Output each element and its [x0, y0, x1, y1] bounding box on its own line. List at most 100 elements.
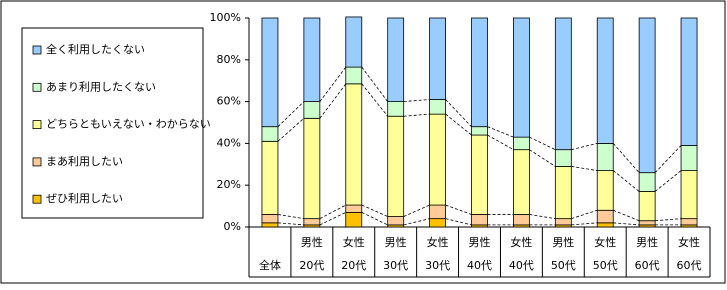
bar-segment	[261, 126, 279, 142]
x-tick-label: 女性	[427, 235, 449, 249]
bar-segment	[596, 209, 614, 224]
bar-segment	[638, 172, 656, 192]
bar-segment	[513, 136, 530, 151]
series-line	[403, 218, 430, 226]
series-line	[403, 99, 430, 102]
series-line	[612, 170, 640, 192]
bar-segment	[471, 17, 488, 128]
x-tick-label: 男性	[552, 235, 574, 249]
legend-label: どちらともいえない・わからない	[46, 118, 211, 131]
bar-segment	[303, 218, 321, 226]
series-line	[445, 204, 472, 215]
x-tick-label: 60代	[635, 259, 660, 272]
bar-segment	[638, 191, 656, 222]
bar-segment	[596, 142, 614, 171]
series-line	[529, 149, 556, 167]
legend-label: 全く利用したくない	[46, 42, 145, 56]
bar-segment	[471, 134, 488, 215]
x-tick-label: 40代	[467, 259, 492, 272]
series-line	[445, 113, 472, 136]
x-tick-label: 60代	[677, 259, 702, 272]
series-line	[612, 143, 640, 173]
bar-segment	[345, 211, 363, 228]
series-line	[277, 222, 304, 226]
legend-swatch	[32, 194, 42, 204]
x-tick-label: 全体	[259, 258, 281, 272]
bar-segment	[680, 170, 698, 220]
series-line	[277, 214, 304, 220]
y-tick-label: 100%	[210, 11, 241, 24]
x-tick-label: 30代	[425, 259, 450, 272]
series-line	[319, 83, 347, 119]
bar-segment	[596, 17, 614, 144]
bar-segment	[303, 117, 321, 220]
series-line	[445, 218, 472, 226]
bar-segment	[596, 170, 614, 211]
series-line	[571, 222, 598, 226]
x-tick-label: 女性	[510, 235, 532, 249]
bar-segment	[429, 218, 446, 228]
legend-swatch	[32, 157, 42, 167]
bar-segment	[303, 101, 321, 119]
series-line	[277, 101, 305, 127]
bar-segment	[471, 214, 488, 226]
x-tick-label: 男性	[469, 235, 491, 249]
bar-segment	[261, 214, 279, 224]
x-tick-label: 男性	[636, 235, 658, 249]
bar-segment	[429, 113, 446, 206]
bar-segment	[429, 204, 446, 220]
series-line	[654, 145, 682, 173]
series-line	[654, 170, 682, 192]
bar-segment	[261, 222, 279, 228]
bar-segment	[513, 17, 530, 138]
bar-segment	[429, 99, 446, 115]
bar-segment	[680, 218, 698, 226]
legend-label: まあ利用したい	[46, 155, 123, 168]
bar-segment	[387, 101, 405, 117]
series-line	[529, 214, 556, 220]
series-line	[361, 66, 389, 102]
x-tick-label: 女性	[678, 235, 700, 249]
series-line	[403, 113, 430, 117]
x-tick-label: 50代	[551, 259, 576, 272]
series-line	[361, 83, 388, 117]
bar-segment	[680, 17, 698, 146]
legend-swatch	[32, 45, 42, 55]
series-line	[655, 218, 682, 222]
y-tick-label: 60%	[217, 95, 241, 108]
series-line	[613, 222, 640, 226]
series-line	[445, 99, 472, 127]
bar-segment	[387, 115, 405, 217]
x-tick-label: 女性	[343, 235, 365, 249]
bar-segment	[345, 66, 363, 85]
legend-box	[21, 27, 204, 219]
series-line	[571, 209, 598, 220]
x-tick-label: 50代	[593, 259, 618, 272]
y-tick-label: 40%	[217, 136, 241, 149]
x-tick-label: 20代	[299, 259, 324, 272]
bar-segment	[261, 17, 279, 128]
x-tick-label: 女性	[594, 235, 616, 249]
legend-swatch	[32, 120, 42, 129]
bar-segment	[387, 216, 405, 226]
series-line	[571, 143, 598, 151]
x-tick-label: 40代	[509, 259, 534, 272]
bar-segment	[261, 140, 279, 215]
bar-segment	[638, 220, 656, 226]
x-tick-label: 男性	[385, 235, 407, 249]
y-tick-label: 20%	[217, 178, 241, 191]
legend-label: ぜひ利用したい	[46, 192, 123, 205]
bar-segment	[554, 149, 572, 167]
series-line	[571, 165, 598, 171]
bar-segment	[387, 17, 405, 102]
bar-segment	[554, 165, 572, 220]
y-tick-label: 0%	[224, 220, 241, 233]
bar-segment	[638, 17, 656, 174]
bar-segment	[554, 218, 572, 226]
bar-segment	[596, 222, 614, 228]
bar-segment	[429, 17, 446, 100]
series-line	[277, 118, 305, 142]
bar-segment	[345, 16, 363, 68]
x-tick-label: 男性	[301, 235, 323, 249]
